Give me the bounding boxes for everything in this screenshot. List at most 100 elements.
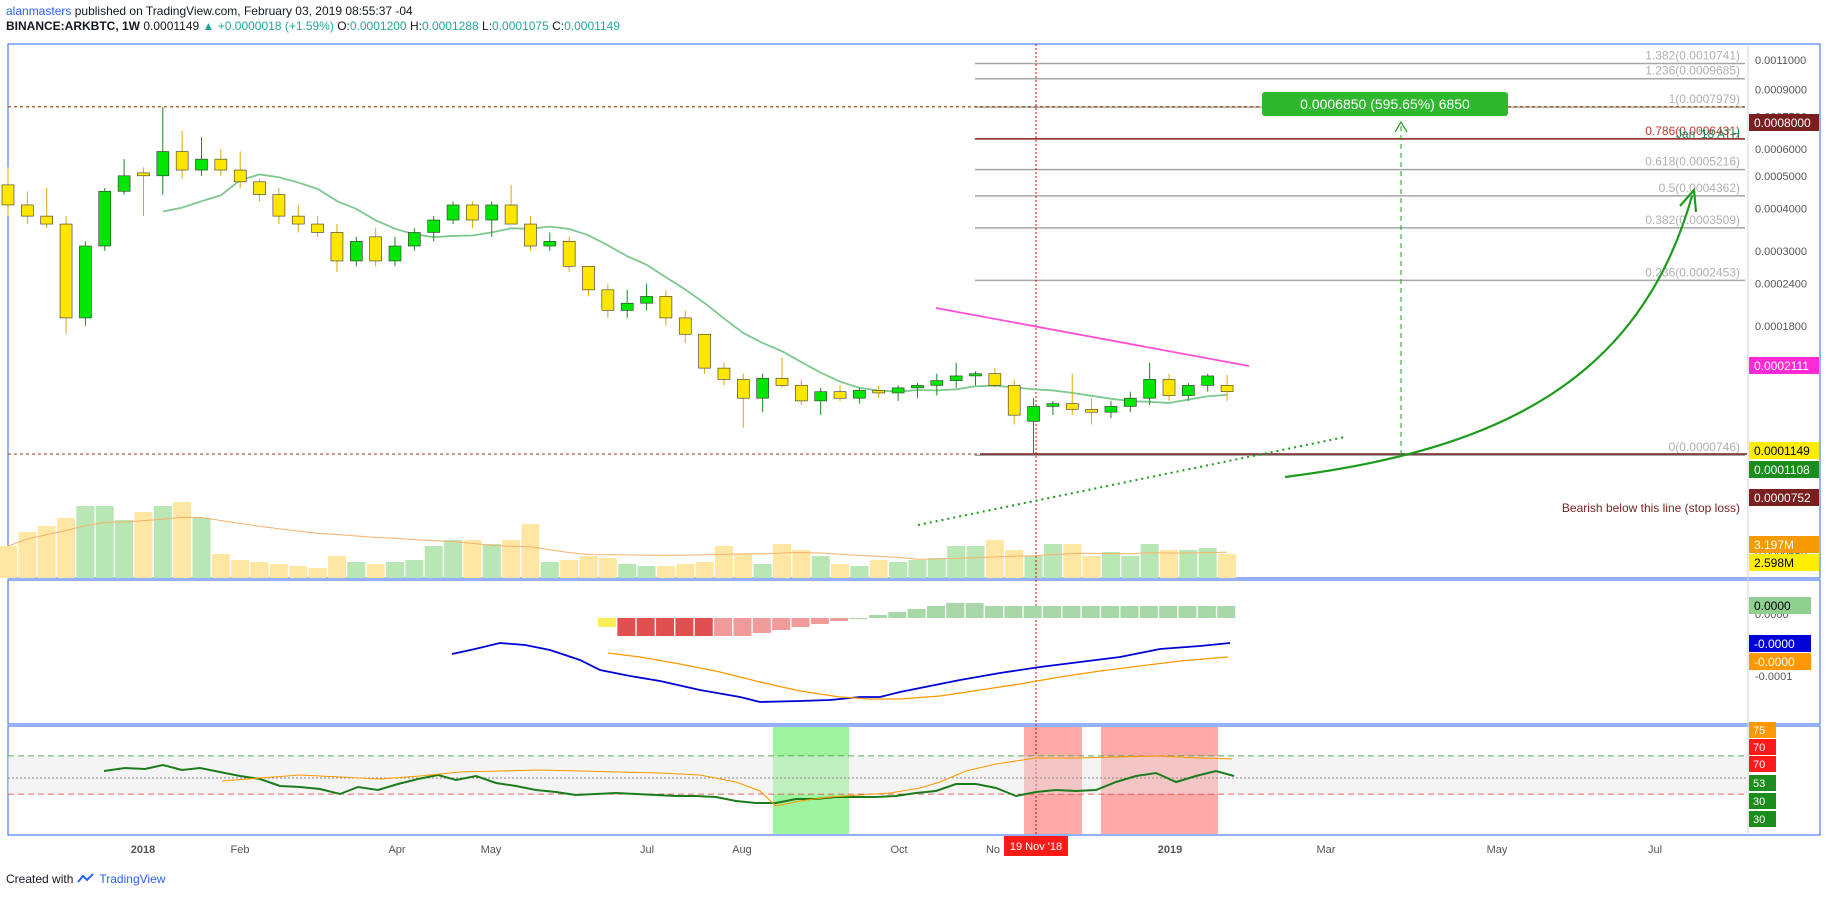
volume-ma-line: [7, 516, 1228, 560]
price-axis-label: 0.0004000: [1755, 204, 1807, 216]
stop-loss-annotation: Bearish below this line (stop loss): [1562, 501, 1740, 515]
macd-histogram-bar: [752, 618, 771, 633]
candle: [117, 159, 131, 195]
fib-level-label: 0.382(0.0003509): [1645, 213, 1740, 227]
price-axis-label: 0.0009000: [1755, 84, 1807, 96]
candle: [156, 106, 170, 195]
open-value: 0.0001200: [349, 19, 407, 33]
crosshair-date-badge: [1004, 836, 1068, 856]
candle-body: [1, 184, 15, 206]
fib-level-label: 1(0.0007979): [1669, 92, 1740, 106]
volume-bar: [521, 524, 540, 578]
chart-header: alanmasters published on TradingView.com…: [6, 4, 620, 34]
candle-body: [1162, 379, 1176, 396]
symbol-name[interactable]: BINANCE:ARKBTC, 1W: [6, 19, 140, 33]
measure-label-box: [1262, 92, 1508, 116]
candle-body: [446, 204, 460, 221]
candle-body: [427, 219, 441, 233]
candle-body: [698, 333, 711, 369]
volume-bar: [714, 546, 733, 578]
volume-bar: [869, 560, 888, 578]
candle: [930, 373, 944, 396]
candle: [1065, 373, 1079, 416]
price-badge: [1749, 536, 1819, 553]
candle: [485, 201, 499, 237]
candle-body: [272, 194, 286, 217]
macd-histogram-bar: [694, 618, 713, 636]
tradingview-brand[interactable]: TradingView: [99, 872, 166, 886]
time-axis-label: Oct: [890, 844, 907, 856]
candle-body: [79, 245, 92, 319]
macd-histogram-bar: [926, 606, 945, 618]
candle-body: [59, 223, 73, 319]
author-link[interactable]: alanmasters: [6, 4, 72, 18]
candle: [1124, 391, 1137, 413]
volume-bar: [463, 540, 482, 578]
price-badge: [1749, 357, 1819, 374]
candle-body: [485, 204, 499, 221]
candle-body: [601, 289, 615, 311]
macd-histogram-bar: [1217, 606, 1236, 618]
volume-bar: [327, 556, 346, 578]
candle: [40, 188, 54, 229]
volume-bar: [676, 564, 695, 578]
volume-bar: [192, 518, 211, 578]
fib-level-label: 0.786(0.0006431): [1645, 124, 1740, 138]
candle: [775, 357, 789, 388]
volume-bar: [18, 532, 37, 578]
candle: [1046, 400, 1060, 416]
fib-level-label: 0.618(0.0005216): [1645, 155, 1740, 169]
candle-body: [833, 391, 847, 399]
candle-body: [1027, 406, 1040, 422]
price-badge: [1749, 489, 1819, 506]
candle-body: [988, 373, 1002, 386]
fib-level-label: 1.236(0.0009685): [1645, 64, 1740, 78]
candle: [833, 385, 847, 401]
macd-badge: [1749, 597, 1811, 614]
candle-body: [853, 390, 866, 399]
macd-pane-frame: [7, 579, 1821, 725]
time-axis-label: Jul: [1648, 844, 1662, 856]
candle: [949, 362, 963, 388]
macd-histogram-bar: [1004, 606, 1023, 618]
projection-arrowhead-icon: [1679, 187, 1698, 213]
moving-average-line: [162, 173, 1228, 404]
projection-curve: [1284, 195, 1694, 479]
low-label: L:: [482, 19, 493, 33]
candle-body: [195, 158, 208, 171]
candle-body: [678, 317, 692, 335]
candle: [311, 216, 324, 237]
candle: [1182, 382, 1195, 401]
volume-bar: [76, 506, 95, 578]
volume-bar: [57, 518, 76, 578]
price-badge-label: 0.0001149: [1754, 444, 1810, 458]
candle-body: [504, 204, 518, 225]
publish-line: alanmasters published on TradingView.com…: [6, 4, 620, 19]
candle: [408, 228, 421, 251]
candle-body: [891, 387, 905, 394]
volume-bar: [618, 564, 637, 578]
price-badge-label: 0.0008000: [1754, 116, 1811, 130]
candle: [1201, 373, 1214, 392]
rsi-badge-label: 70: [1753, 742, 1765, 754]
macd-histogram-bar: [636, 618, 655, 636]
candle-body: [872, 390, 886, 394]
fib-level-label: 0.5(0.0004362): [1659, 181, 1740, 195]
candle-body: [349, 241, 363, 262]
candle-body: [640, 296, 653, 304]
candle: [756, 373, 769, 413]
candle: [272, 188, 286, 225]
candle: [678, 310, 692, 344]
change-arrow-icon: ▲: [202, 19, 215, 33]
candle: [1027, 398, 1040, 455]
candle: [446, 201, 460, 225]
macd-histogram-bar: [849, 618, 868, 619]
rsi-badge-label: 53: [1753, 778, 1765, 790]
candle: [543, 232, 557, 251]
volume-bar: [153, 506, 172, 578]
candle-body: [717, 367, 731, 380]
volume-bar: [637, 566, 656, 578]
candle: [1220, 374, 1234, 401]
candle-body: [659, 296, 673, 319]
